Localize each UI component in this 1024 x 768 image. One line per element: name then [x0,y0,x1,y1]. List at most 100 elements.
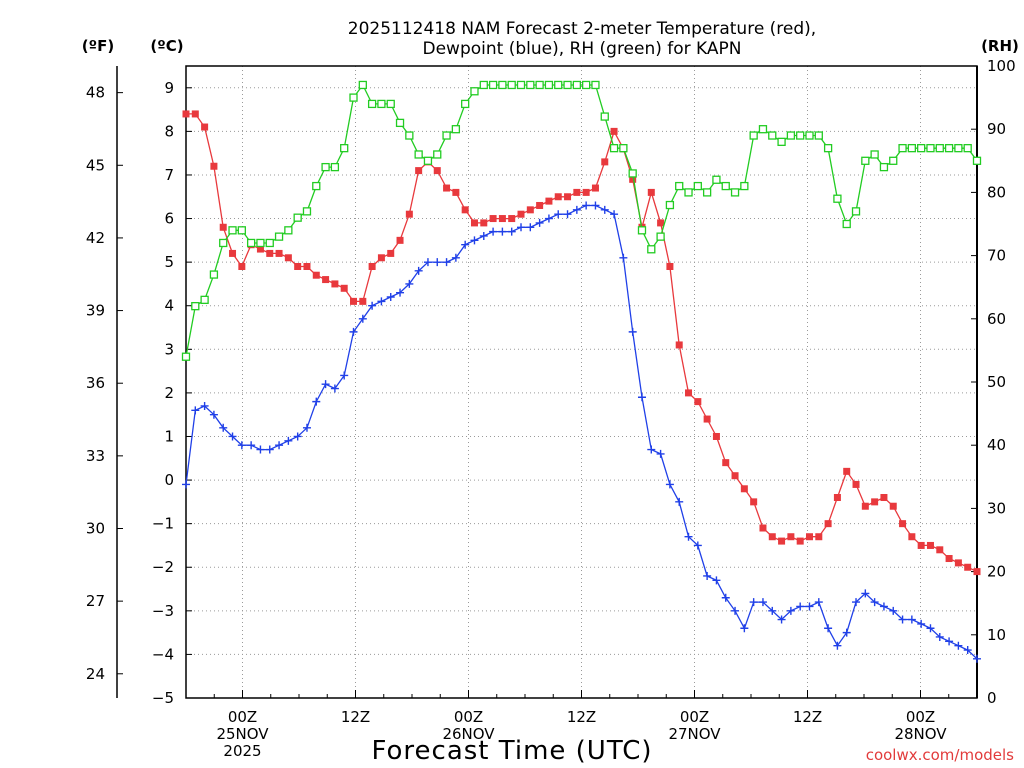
temp-point [712,432,720,440]
rh-point [730,188,740,197]
dewpoint-point [498,227,507,236]
temp-point [768,533,776,541]
temp-point [387,249,395,257]
rh-point [721,181,730,191]
dewpoint-point [749,598,758,607]
rh-point [740,181,749,191]
dewpoint-point [721,593,730,602]
x-tick-label: 26NOV [442,725,495,743]
dewpoint-point [182,480,190,489]
temp-point [750,498,758,506]
rh-point [405,131,414,140]
temp-point [759,524,767,532]
fahrenheit-tick-label: 42 [86,229,105,247]
dewpoint-point [870,598,879,607]
rh-point [656,232,665,241]
rh-point [889,156,898,165]
rh-point [395,118,405,128]
temp-point [629,175,637,183]
dewpoint-point [293,432,302,441]
rh-point [609,144,619,153]
temp-point [675,341,683,349]
fahrenheit-tick-label: 45 [86,156,105,174]
dewpoint-point [349,327,358,336]
dewpoint-point [917,619,926,628]
rh-point [442,131,451,140]
dewpoint-point [879,602,888,611]
temp-point [610,127,618,135]
temp-point [526,206,534,214]
rh-point [554,80,563,90]
rh-point [619,144,628,153]
temp-point [973,568,981,576]
temp-point [824,520,832,528]
temp-point [805,533,813,541]
temp-point [219,223,227,231]
rh-point [414,150,423,159]
temp-point [899,520,907,528]
temp-point [945,555,953,563]
rh-point [917,144,926,153]
temp-point [350,297,358,305]
rh-point [954,144,963,153]
x-tick-label: 27NOV [668,725,721,743]
dewpoint-point [693,541,702,550]
temp-point [517,210,525,218]
x-tick-label: 2025 [223,742,261,760]
temp-point [294,262,302,270]
rh-point [786,131,796,140]
rh-point [516,80,526,90]
temp-point [657,219,665,227]
celsius-tick-label: −5 [152,689,174,707]
temp-point [582,188,590,196]
temp-point [694,398,702,406]
celsius-tick-label: 3 [164,340,174,358]
rh-point [219,238,228,248]
rh-point [684,188,693,197]
temp-point [871,498,879,506]
rh-point [898,144,907,153]
rh-point [870,150,879,159]
rh-point [526,80,535,90]
dewpoint-point [247,441,256,450]
rh-point [451,125,461,134]
celsius-tick-label: −1 [152,515,174,533]
rh-point [488,80,498,90]
temp-point [601,158,609,166]
rh-tick-label: 60 [987,310,1006,328]
dewpoint-point [265,445,274,454]
dewpoint-point [414,266,423,275]
rh-point [805,131,814,140]
rh-axis-unit: (RH) [981,37,1019,55]
rh-tick-label: 50 [987,373,1006,391]
dewpoint-point [898,615,907,624]
rh-point [544,80,554,90]
temp-point [722,459,730,467]
temp-point [229,249,237,257]
dewpoint-point [703,571,712,580]
dewpoint-point [358,314,367,323]
fahrenheit-axis-unit: (ºF) [82,37,114,55]
dewpoint-point [321,380,330,389]
rh-point [768,131,777,140]
temp-point [926,541,934,549]
dewpoint-point [814,598,823,607]
chart-title-line-1: 2025112418 NAM Forecast 2-meter Temperat… [348,19,816,39]
temp-point [591,184,599,192]
dewpoint-point [973,654,981,663]
temp-point [954,559,962,567]
dewpoint-point [517,223,526,232]
temp-point [340,284,348,292]
rh-point [498,80,507,90]
celsius-tick-label: 4 [164,297,174,315]
dewpoint-point [423,258,432,267]
temp-point [396,236,404,244]
rh-point [749,131,758,140]
dewpoint-point [824,624,833,633]
rh-point [712,175,721,184]
rh-point [246,238,256,248]
fahrenheit-tick-label: 48 [86,84,105,102]
rh-point [237,226,246,235]
rh-point [842,219,851,229]
rh-point [935,144,944,153]
